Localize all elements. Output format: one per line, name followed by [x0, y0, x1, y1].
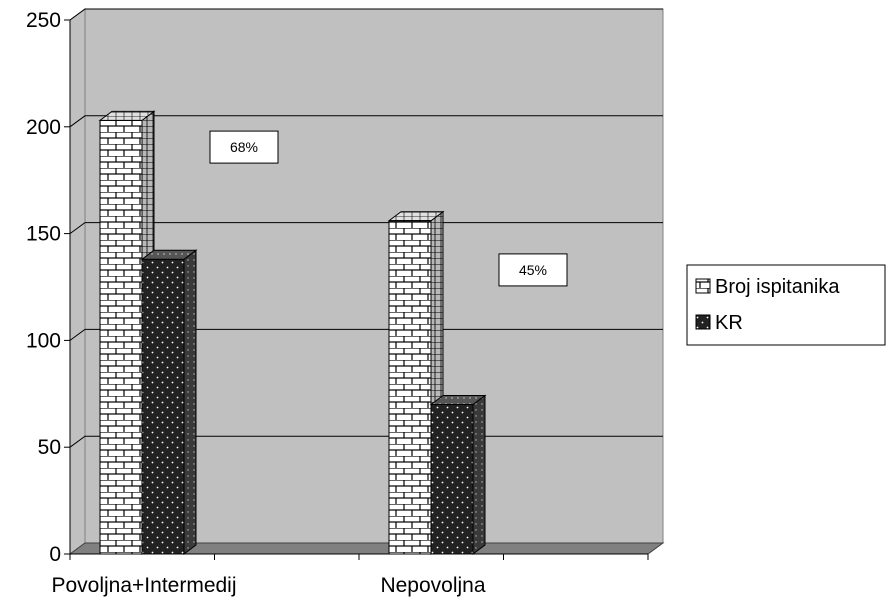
bars	[98, 110, 487, 555]
bar-side	[183, 249, 197, 555]
percentage-label: 45%	[519, 262, 547, 278]
category-label: Nepovoljna	[380, 574, 485, 597]
y-axis: 0 50 100 150 200 250	[26, 9, 71, 566]
gridline	[69, 115, 663, 128]
gridline	[69, 328, 663, 341]
bar-kr-1	[429, 394, 487, 555]
bar-front	[388, 220, 432, 555]
y-tick-label: 200	[26, 116, 61, 139]
y-tick-label: 0	[49, 543, 61, 566]
bar-kr-0	[140, 249, 198, 555]
gridline	[69, 8, 663, 21]
bar-front	[430, 403, 474, 555]
bar-top	[140, 249, 198, 260]
bar-top	[387, 211, 445, 222]
legend-label: KR	[715, 312, 743, 334]
side-wall	[69, 8, 86, 555]
y-tick-label: 100	[26, 329, 61, 352]
legend-swatch	[695, 278, 711, 294]
y-tick-label: 250	[26, 9, 61, 32]
category-label: Povoljna+Intermedij	[51, 574, 236, 597]
bar-front	[141, 258, 185, 555]
legend-label: Broj ispitanika	[715, 276, 840, 298]
y-tick-label: 150	[26, 223, 61, 246]
annotations: 68% 45%	[209, 130, 568, 287]
legend: Broj ispitanika KR	[686, 264, 886, 346]
x-axis: Povoljna+Intermedij Nepovoljna	[51, 553, 649, 597]
gridline	[69, 222, 663, 235]
percentage-box	[209, 130, 279, 164]
legend-box	[686, 264, 886, 346]
legend-swatch	[695, 314, 711, 330]
percentage-box	[498, 253, 568, 287]
bar-top	[429, 394, 487, 405]
y-tick-label: 50	[38, 436, 61, 459]
bar-side	[472, 394, 486, 555]
percentage-label: 68%	[230, 139, 258, 155]
bar-front	[99, 119, 143, 555]
bar-top	[98, 110, 156, 121]
